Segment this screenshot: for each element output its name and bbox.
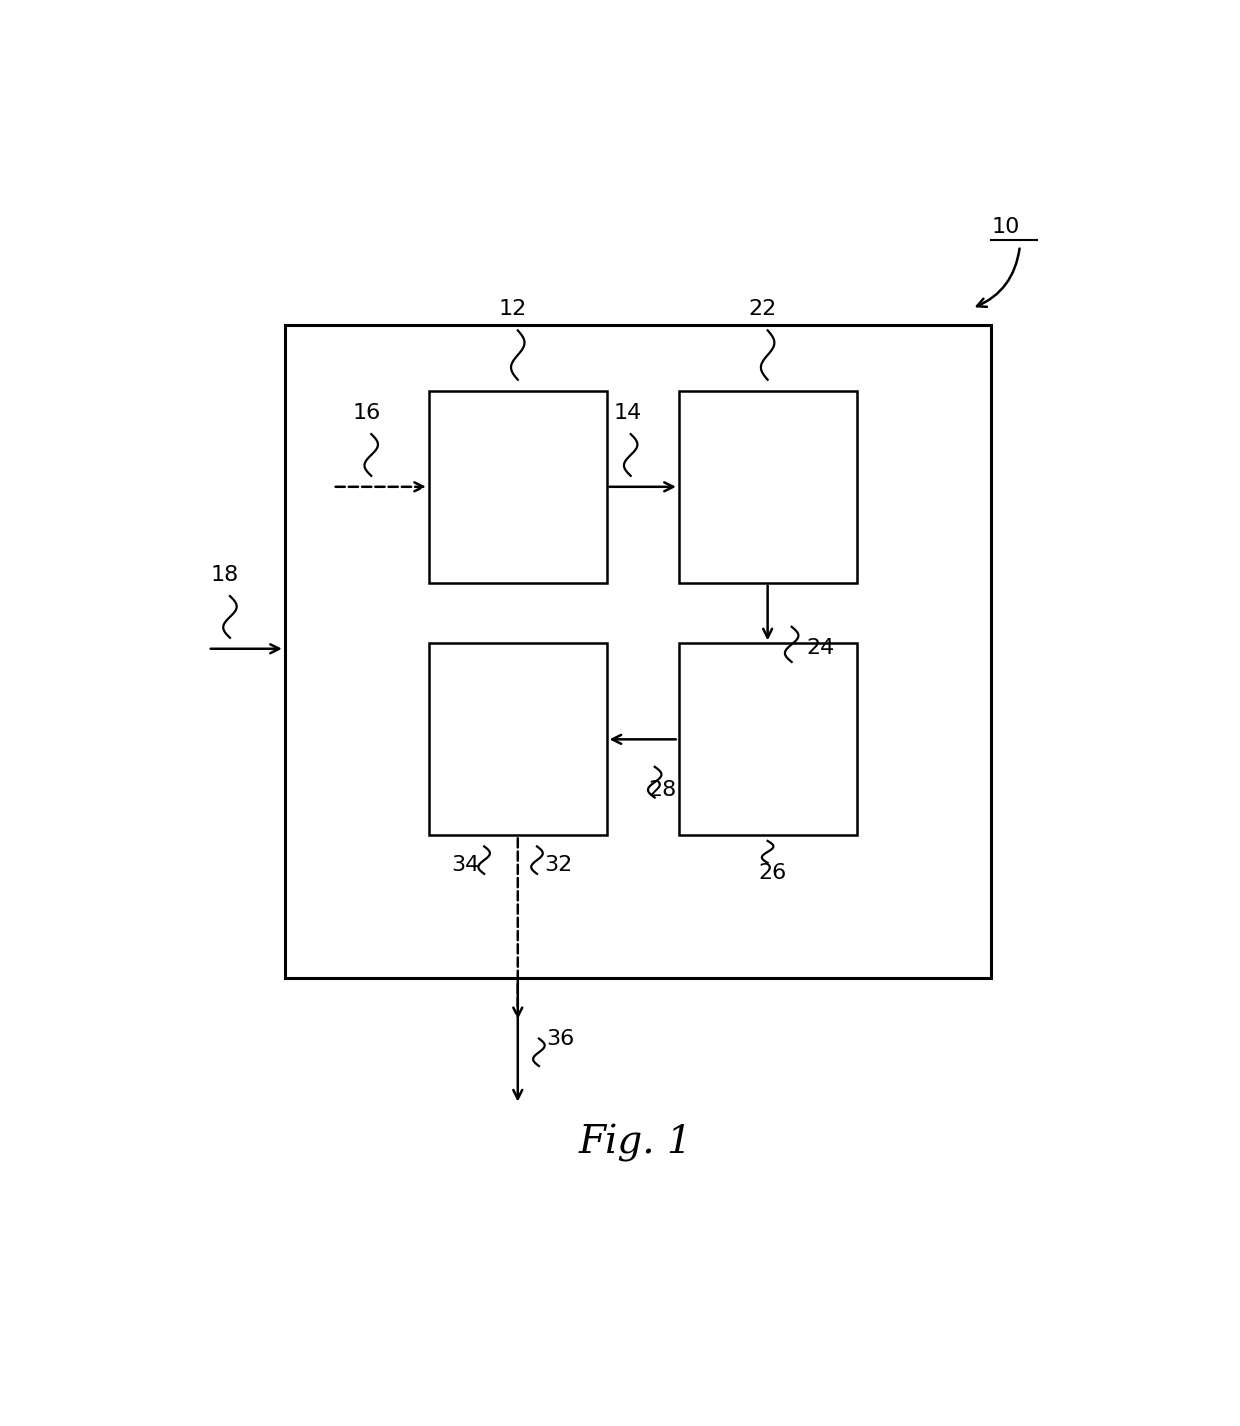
Text: 22: 22 xyxy=(749,299,777,319)
Text: 18: 18 xyxy=(211,565,239,585)
Text: 26: 26 xyxy=(759,863,786,883)
Bar xyxy=(429,391,606,583)
Text: Fig. 1: Fig. 1 xyxy=(579,1124,692,1162)
Bar xyxy=(429,643,606,836)
Text: 36: 36 xyxy=(547,1028,575,1048)
Text: 28: 28 xyxy=(649,780,677,800)
Text: 14: 14 xyxy=(614,404,642,424)
Text: 16: 16 xyxy=(352,404,381,424)
Text: 10: 10 xyxy=(991,217,1019,237)
Bar xyxy=(678,643,857,836)
Text: 12: 12 xyxy=(498,299,527,319)
Text: 32: 32 xyxy=(544,856,573,876)
FancyArrowPatch shape xyxy=(977,248,1019,307)
Text: 24: 24 xyxy=(806,637,835,657)
Bar xyxy=(285,325,991,978)
Text: 34: 34 xyxy=(451,856,480,876)
Bar xyxy=(678,391,857,583)
